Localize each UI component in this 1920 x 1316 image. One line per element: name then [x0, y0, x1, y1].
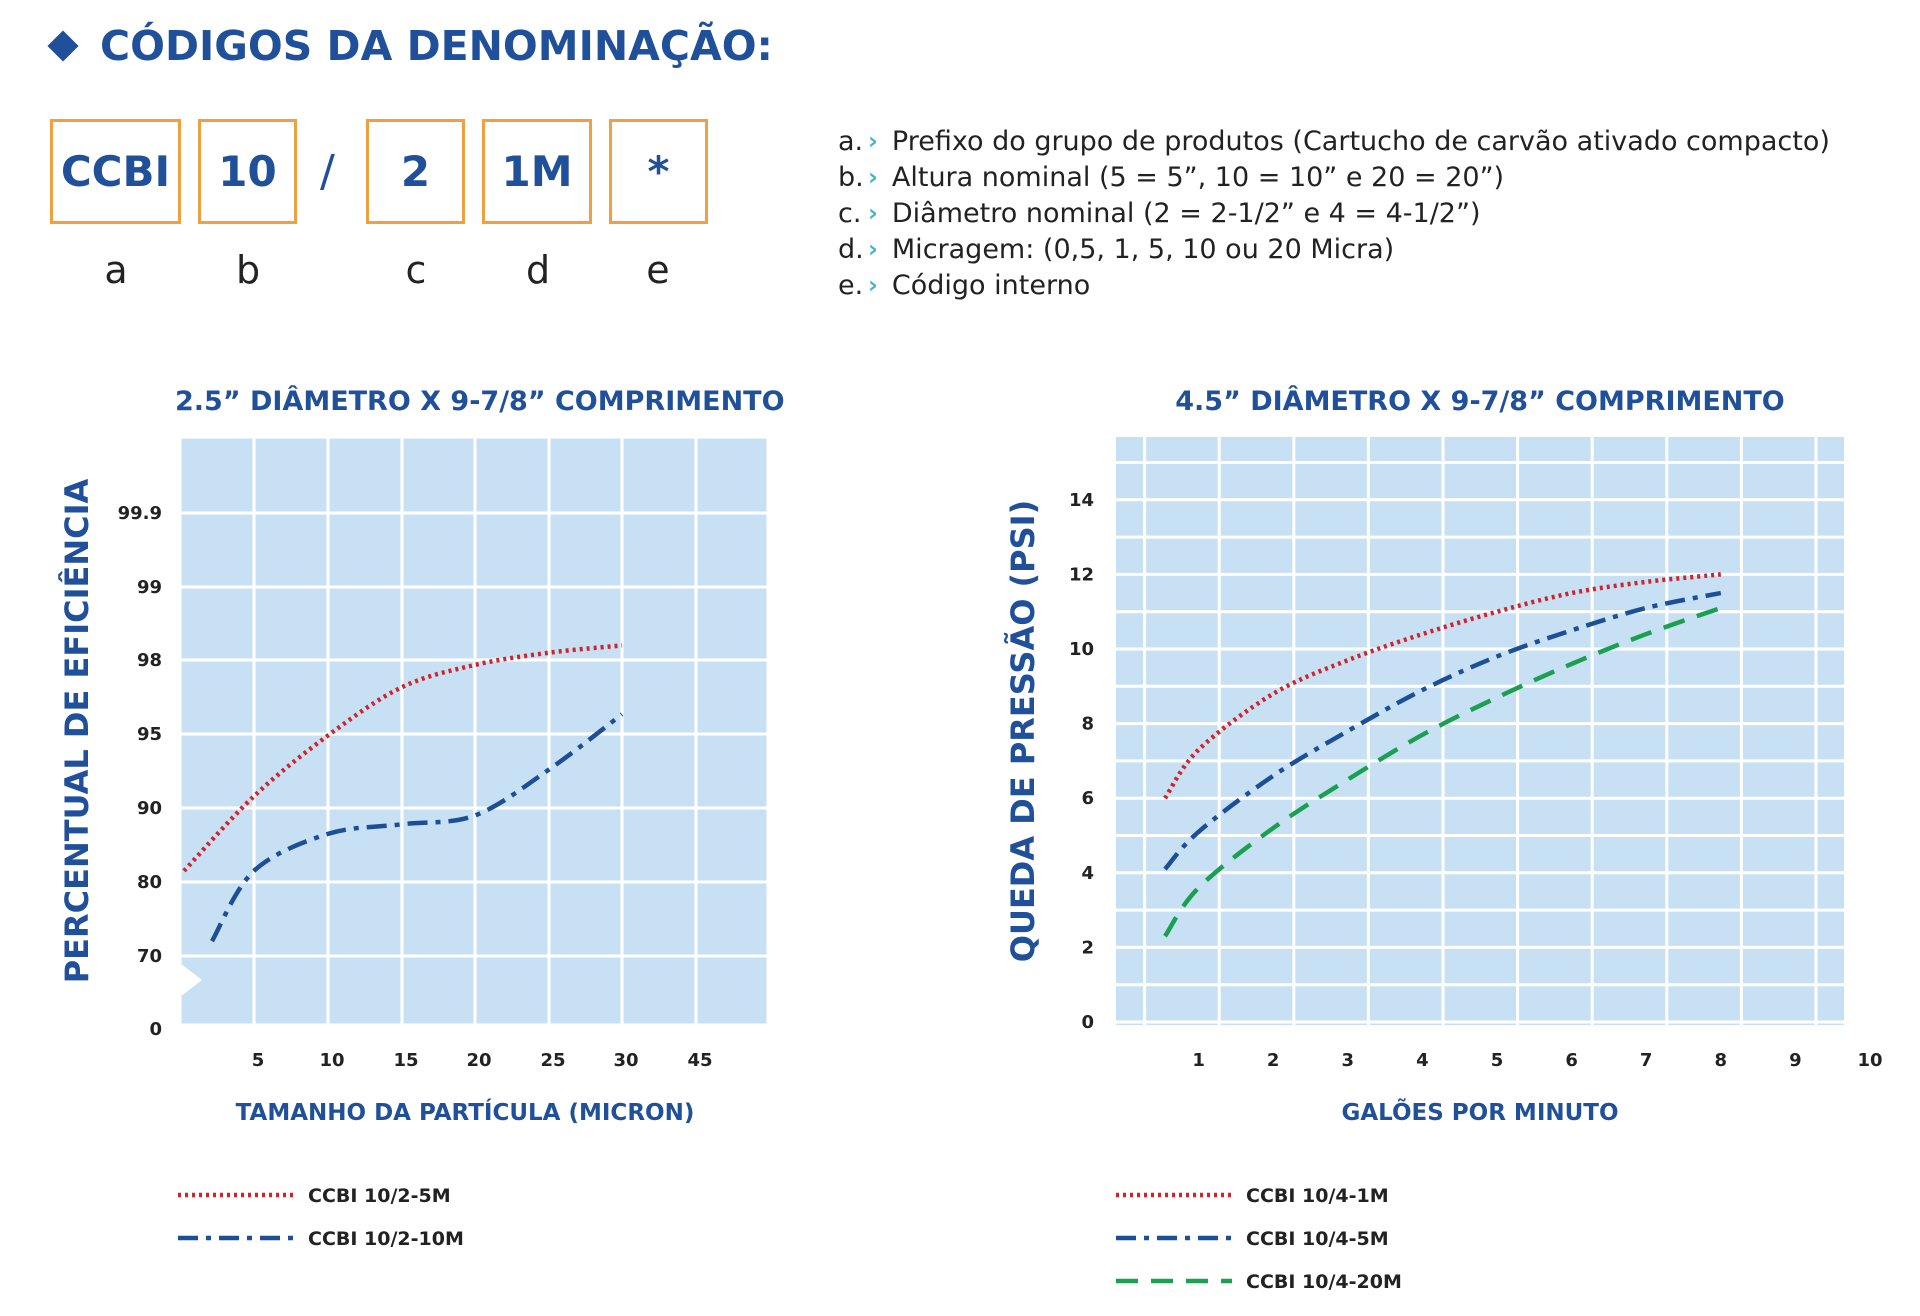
x-axis-label: TAMANHO DA PARTÍCULA (MICRON)	[236, 1098, 695, 1126]
y-tick-label: 98	[137, 650, 162, 671]
code-value-e: *	[647, 147, 670, 196]
y-tick-label: 90	[137, 798, 162, 819]
x-tick-label: 15	[393, 1050, 418, 1071]
code-letter-e: e	[646, 248, 670, 292]
x-tick-label: 7	[1640, 1050, 1653, 1071]
code-box-a: CCBI	[50, 119, 181, 224]
y-tick-label: 10	[1069, 639, 1094, 660]
code-legend-item: c. › Diâmetro nominal (2 = 2-1/2” e 4 = 4-…	[838, 195, 1830, 231]
legend-item-text: Diâmetro nominal (2 = 2-1/2” e 4 = 4-1/2…	[891, 197, 1481, 229]
code-box-b: 10	[198, 119, 297, 224]
x-tick-label: 8	[1715, 1050, 1728, 1071]
legend-label: CCBI 10/4-1M	[1246, 1185, 1389, 1207]
code-box-e: *	[609, 119, 708, 224]
page-title-text: CÓDIGOS DA DENOMINAÇÃO:	[100, 22, 773, 70]
plot-background	[180, 437, 768, 1025]
diamond-bullet-icon	[47, 30, 79, 62]
chevron-right-icon: ›	[868, 199, 878, 227]
x-tick-label: 30	[613, 1050, 638, 1071]
x-tick-label: 6	[1565, 1050, 1578, 1071]
code-value-a: CCBI	[60, 147, 171, 196]
chevron-right-icon: ›	[868, 271, 878, 299]
code-value-b: 10	[218, 147, 277, 196]
legend-item-text: Código interno	[891, 269, 1091, 301]
plot-background	[1116, 437, 1844, 1025]
legend-item-text: Micragem: (0,5, 1, 5, 10 ou 20 Micra)	[891, 233, 1395, 265]
code-legend-item: d. › Micragem: (0,5, 1, 5, 10 ou 20 Micra)	[838, 231, 1830, 267]
legend-label: CCBI 10/4-20M	[1246, 1271, 1402, 1293]
y-tick-label: 95	[137, 724, 162, 745]
y-tick-label: 0	[1081, 1012, 1094, 1033]
chart-efficiency: 0 70 80 90 95 98 99 99.9 5 10 15 20 25 30 45 2.5” DIÂME…	[58, 385, 785, 1250]
code-letter-d: d	[525, 248, 551, 292]
y-tick-label: 99.9	[118, 503, 162, 524]
page-title: CÓDIGOS DA DENOMINAÇÃO:	[47, 22, 773, 70]
code-legend-item: b. › Altura nominal (5 = 5”, 10 = 10” e 20…	[838, 159, 1830, 195]
legend-item-key: b.	[838, 161, 864, 193]
y-tick-label: 6	[1081, 788, 1094, 809]
code-box-d: 1M	[482, 119, 592, 224]
y-tick-label: 14	[1069, 490, 1094, 511]
code-legend-item: a. › Prefixo do grupo de produtos (Cartuch…	[838, 123, 1830, 159]
code-letter-c: c	[405, 248, 427, 292]
legend-item-key: a.	[838, 125, 864, 157]
series-line	[1163, 572, 1722, 800]
x-tick-label: 5	[1491, 1050, 1504, 1071]
legend-item-key: c.	[838, 197, 862, 229]
legend-item-text: Altura nominal (5 = 5”, 10 = 10” e 20 = …	[891, 161, 1505, 193]
series-line	[1163, 605, 1722, 938]
legend-item-key: d.	[838, 233, 864, 265]
code-letter-b: b	[235, 248, 261, 292]
x-tick-label: 20	[466, 1050, 491, 1071]
chart-title: 4.5” DIÂMETRO X 9-7/8” COMPRIMENTO	[1175, 385, 1785, 417]
x-tick-label: 4	[1416, 1050, 1429, 1071]
y-tick-label: 4	[1081, 863, 1094, 884]
y-axis-label: PERCENTUAL DE EFICIÊNCIA	[58, 478, 96, 983]
y-tick-label: 12	[1069, 564, 1094, 585]
y-tick-label: 2	[1081, 937, 1094, 958]
legend-item-text: Prefixo do grupo de produtos (Cartucho d…	[891, 125, 1830, 157]
series-line	[1163, 590, 1722, 871]
y-tick-label: 8	[1081, 714, 1094, 735]
series-line	[210, 712, 624, 943]
legend-label: CCBI 10/2-10M	[308, 1228, 464, 1250]
code-box-c: 2	[366, 119, 465, 224]
x-tick-label: 3	[1342, 1050, 1355, 1071]
y-tick-label: 80	[137, 872, 162, 893]
y-tick-label: 0	[149, 1019, 162, 1040]
legend-label: CCBI 10/2-5M	[308, 1185, 451, 1207]
y-tick-label: 99	[137, 577, 162, 598]
code-legend-item: e. › Código interno	[838, 267, 1830, 303]
legend-item-key: e.	[838, 269, 864, 301]
code-separator: /	[320, 146, 335, 197]
y-tick-label: 70	[137, 946, 162, 967]
x-axis-label: GALÕES POR MINUTO	[1341, 1098, 1618, 1126]
code-letter-a: a	[104, 248, 128, 292]
x-tick-label: 2	[1267, 1050, 1280, 1071]
code-value-c: 2	[400, 147, 431, 196]
x-tick-label: 45	[687, 1050, 712, 1071]
chart-title: 2.5” DIÂMETRO X 9-7/8” COMPRIMENTO	[175, 385, 785, 417]
x-tick-label: 10	[1857, 1050, 1882, 1071]
chevron-right-icon: ›	[868, 235, 878, 263]
series-line	[182, 643, 623, 873]
y-axis-label: QUEDA DE PRESSÃO (PSI)	[1004, 500, 1042, 962]
x-tick-label: 10	[319, 1050, 344, 1071]
code-legend-list: a. › Prefixo do grupo de produtos (Cartuch…	[838, 123, 1830, 303]
x-tick-label: 9	[1789, 1050, 1802, 1071]
axis-break-icon	[176, 960, 202, 1000]
x-tick-label: 1	[1192, 1050, 1205, 1071]
chevron-right-icon: ›	[868, 163, 878, 191]
x-tick-label: 5	[252, 1050, 265, 1071]
chevron-right-icon: ›	[868, 127, 878, 155]
code-value-d: 1M	[501, 147, 573, 196]
x-tick-label: 25	[540, 1050, 565, 1071]
legend-label: CCBI 10/4-5M	[1246, 1228, 1389, 1250]
